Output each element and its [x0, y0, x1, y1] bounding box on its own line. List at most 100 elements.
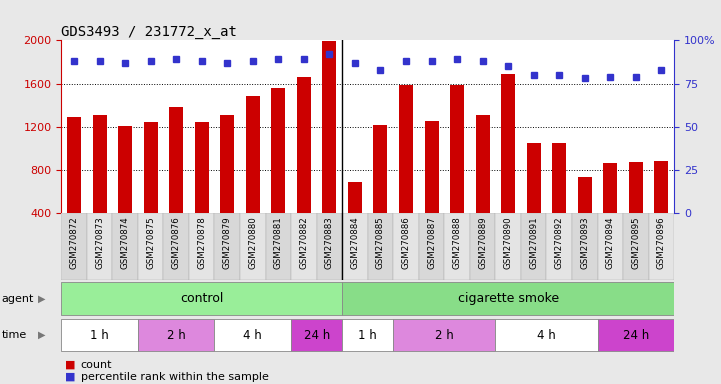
Bar — [317, 213, 342, 280]
Text: control: control — [180, 292, 224, 305]
Text: GSM270880: GSM270880 — [248, 217, 257, 269]
Bar — [419, 213, 444, 280]
Bar — [215, 319, 291, 351]
Text: 24 h: 24 h — [304, 329, 329, 341]
Bar — [547, 213, 572, 280]
Text: GSM270876: GSM270876 — [172, 217, 181, 269]
Text: GSM270888: GSM270888 — [453, 217, 461, 269]
Text: 24 h: 24 h — [623, 329, 649, 341]
Bar — [322, 41, 337, 213]
Bar — [649, 213, 674, 280]
Bar — [138, 213, 164, 280]
Text: cigarette smoke: cigarette smoke — [458, 292, 559, 305]
Bar — [291, 319, 342, 351]
Text: GSM270889: GSM270889 — [478, 217, 487, 269]
Bar — [368, 213, 393, 280]
Text: GSM270892: GSM270892 — [554, 217, 564, 269]
Bar — [271, 88, 286, 213]
Bar — [425, 121, 438, 213]
Bar — [138, 319, 215, 351]
Text: 4 h: 4 h — [244, 329, 262, 341]
Bar — [526, 143, 541, 213]
Bar — [373, 124, 387, 213]
Text: ▶: ▶ — [37, 330, 45, 340]
Bar — [342, 319, 393, 351]
Bar — [495, 319, 598, 351]
Text: GSM270890: GSM270890 — [504, 217, 513, 269]
Bar — [450, 84, 464, 213]
Bar — [342, 213, 368, 280]
Bar — [598, 319, 674, 351]
Bar — [118, 126, 132, 213]
Text: time: time — [1, 330, 27, 340]
Text: GSM270894: GSM270894 — [606, 217, 615, 269]
Bar — [220, 115, 234, 213]
Text: 1 h: 1 h — [90, 329, 109, 341]
Bar — [195, 122, 209, 213]
Bar — [655, 161, 668, 213]
Bar — [143, 122, 158, 213]
Text: GSM270886: GSM270886 — [402, 217, 410, 269]
Bar — [572, 213, 598, 280]
Bar — [240, 213, 265, 280]
Bar — [444, 213, 470, 280]
Text: GSM270879: GSM270879 — [223, 217, 231, 269]
Text: GSM270896: GSM270896 — [657, 217, 666, 269]
Text: GSM270872: GSM270872 — [69, 217, 79, 269]
Bar — [246, 96, 260, 213]
Text: ▶: ▶ — [37, 293, 45, 304]
Bar — [297, 77, 311, 213]
Bar — [603, 164, 617, 213]
Bar — [61, 319, 138, 351]
Text: GDS3493 / 231772_x_at: GDS3493 / 231772_x_at — [61, 25, 237, 39]
Text: percentile rank within the sample: percentile rank within the sample — [81, 372, 269, 382]
Bar — [470, 213, 495, 280]
Bar — [578, 177, 592, 213]
Bar — [393, 213, 419, 280]
Bar — [399, 84, 413, 213]
Bar — [342, 282, 674, 315]
Bar — [501, 74, 516, 213]
Text: GSM270882: GSM270882 — [299, 217, 309, 269]
Text: ■: ■ — [65, 360, 76, 370]
Bar — [291, 213, 317, 280]
Text: 2 h: 2 h — [435, 329, 454, 341]
Text: agent: agent — [1, 293, 34, 304]
Text: GSM270883: GSM270883 — [325, 217, 334, 269]
Bar — [348, 182, 362, 213]
Text: GSM270881: GSM270881 — [274, 217, 283, 269]
Bar — [521, 213, 547, 280]
Text: GSM270873: GSM270873 — [95, 217, 104, 269]
Bar — [189, 213, 215, 280]
Text: GSM270878: GSM270878 — [198, 217, 206, 269]
Text: GSM270895: GSM270895 — [632, 217, 640, 269]
Text: GSM270893: GSM270893 — [580, 217, 589, 269]
Bar — [393, 319, 495, 351]
Text: GSM270884: GSM270884 — [350, 217, 360, 269]
Text: GSM270891: GSM270891 — [529, 217, 538, 269]
Bar — [629, 162, 643, 213]
Text: 2 h: 2 h — [167, 329, 185, 341]
Bar — [67, 117, 81, 213]
Bar — [552, 143, 566, 213]
Bar — [92, 115, 107, 213]
Bar — [265, 213, 291, 280]
Text: GSM270874: GSM270874 — [120, 217, 130, 269]
Bar — [598, 213, 623, 280]
Bar — [476, 115, 490, 213]
Text: GSM270885: GSM270885 — [376, 217, 385, 269]
Bar — [169, 107, 183, 213]
Text: 1 h: 1 h — [358, 329, 377, 341]
Bar — [495, 213, 521, 280]
Text: ■: ■ — [65, 372, 76, 382]
Bar — [215, 213, 240, 280]
Bar — [112, 213, 138, 280]
Text: GSM270875: GSM270875 — [146, 217, 155, 269]
Bar — [164, 213, 189, 280]
Bar — [61, 282, 342, 315]
Text: 4 h: 4 h — [537, 329, 556, 341]
Text: GSM270887: GSM270887 — [427, 217, 436, 269]
Bar — [61, 213, 87, 280]
Bar — [623, 213, 649, 280]
Text: count: count — [81, 360, 112, 370]
